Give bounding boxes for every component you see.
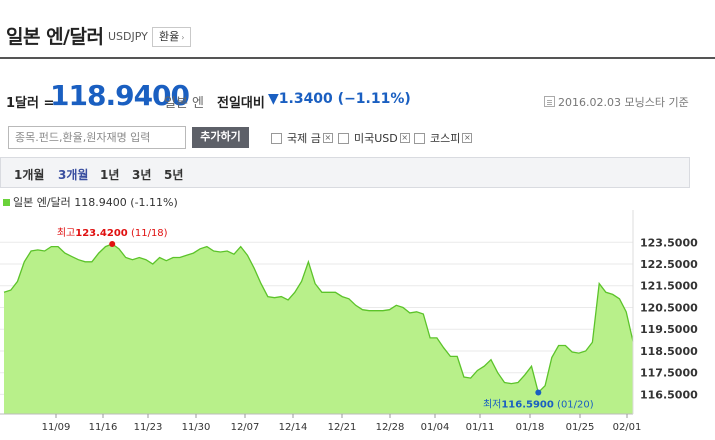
y-tick-label: 116.5000 [640, 388, 698, 401]
tab-3-months[interactable]: 3개월 [58, 168, 89, 182]
header-divider [0, 57, 715, 59]
x-tick-label: 11/23 [134, 422, 163, 433]
y-tick-label: 120.5000 [640, 301, 698, 314]
max-label-date: (11/18) [128, 228, 168, 239]
page-title: 일본 엔/달러 [6, 26, 104, 48]
x-tick-label: 12/21 [328, 422, 357, 433]
price-area-fill [4, 244, 633, 414]
quote-row: 1달러 = 118.9400 일본 엔 전일대비 ▼1.3400 (−1.11%… [0, 78, 715, 114]
exchange-rate-button[interactable]: 환율 › [152, 27, 192, 47]
chart-legend: 일본 엔/달러 118.9400 (-1.11%) [3, 194, 178, 210]
change-label: 전일대비 [217, 96, 265, 111]
min-label-prefix: 최저 [483, 398, 501, 410]
x-tick-label: 11/16 [89, 422, 118, 433]
price-unit-lead: 1달러 = [6, 96, 55, 111]
compare-item-usd[interactable]: 미국USD × [338, 130, 410, 146]
add-compare-button[interactable]: 추가하기 [192, 127, 249, 148]
legend-label: 일본 엔/달러 118.9400 (-1.11%) [13, 196, 178, 209]
close-icon[interactable]: × [399, 133, 410, 143]
y-tick-label: 123.5000 [640, 236, 698, 249]
legend-swatch [3, 198, 10, 206]
tab-1-year[interactable]: 1년 [100, 168, 120, 182]
close-icon[interactable]: × [322, 133, 333, 143]
price-chart[interactable]: 123.5000 122.5000 121.5000 120.5000 119.5000… [0, 210, 715, 440]
checkbox[interactable] [414, 132, 425, 144]
x-tick-label: 02/01 [613, 422, 642, 433]
title-bar: 일본 엔/달러 USDJPY 환율 › [0, 0, 715, 58]
compare-item-label: 미국USD [354, 132, 398, 145]
y-tick-label: 122.5000 [640, 258, 698, 271]
y-tick-label: 118.5000 [640, 345, 698, 358]
chevron-right-icon: › [181, 33, 185, 42]
min-point-marker[interactable] [535, 389, 542, 396]
x-tick-label: 11/09 [42, 422, 71, 433]
tab-3-years[interactable]: 3년 [132, 168, 152, 182]
max-point-marker[interactable] [109, 241, 116, 247]
tab-5-years[interactable]: 5년 [164, 168, 184, 182]
min-label: 최저116.5900 (01/20) [483, 398, 594, 410]
x-tick-label: 01/04 [421, 422, 450, 433]
compare-row: 추가하기 국제 금 × 미국USD × 코스피 × [0, 124, 715, 152]
quote-date-note: 2016.02.03 모닝스타 기준 [544, 94, 689, 110]
max-label-prefix: 최고 [57, 227, 75, 239]
x-tick-label: 01/25 [566, 422, 595, 433]
compare-item-kospi[interactable]: 코스피 × [414, 130, 473, 146]
exchange-rate-label: 환율 [159, 30, 180, 43]
x-tick-label: 12/07 [231, 422, 260, 433]
checkbox[interactable] [271, 132, 282, 144]
price-unit-trail: 일본 엔 [164, 96, 205, 111]
min-label-date: (01/20) [554, 399, 594, 410]
x-tick-label: 01/11 [466, 422, 495, 433]
max-label: 최고123.4200 (11/18) [57, 227, 168, 239]
quote-date-text: 2016.02.03 모닝스타 기준 [558, 96, 689, 109]
current-price: 118.9400 [50, 79, 190, 112]
max-label-value: 123.4200 [75, 228, 128, 239]
x-tick-label: 12/28 [376, 422, 405, 433]
change-value: ▼1.3400 (−1.11%) [268, 91, 411, 107]
compare-search-input[interactable] [8, 126, 186, 149]
period-tabs: 1개월 3개월 1년 3년 5년 [0, 157, 690, 188]
compare-item-gold[interactable]: 국제 금 × [271, 130, 333, 146]
price-series-line [3, 243, 634, 394]
compare-item-label: 국제 금 [287, 132, 321, 145]
x-tick-label: 11/30 [182, 422, 211, 433]
x-tick-label: 12/14 [279, 422, 308, 433]
x-tick-label: 01/18 [516, 422, 545, 433]
y-tick-label: 117.5000 [640, 367, 698, 380]
tab-1-month[interactable]: 1개월 [14, 168, 45, 182]
ticker-code: USDJPY [108, 30, 148, 43]
price-chart-svg[interactable]: 123.5000 122.5000 121.5000 120.5000 119.5000… [0, 210, 715, 440]
document-icon [544, 96, 555, 107]
min-label-value: 116.5900 [501, 399, 554, 410]
checkbox[interactable] [338, 132, 349, 144]
compare-item-label: 코스피 [430, 132, 461, 145]
y-tick-label: 119.5000 [640, 323, 698, 336]
close-icon[interactable]: × [462, 133, 473, 143]
y-tick-label: 121.5000 [640, 280, 698, 293]
